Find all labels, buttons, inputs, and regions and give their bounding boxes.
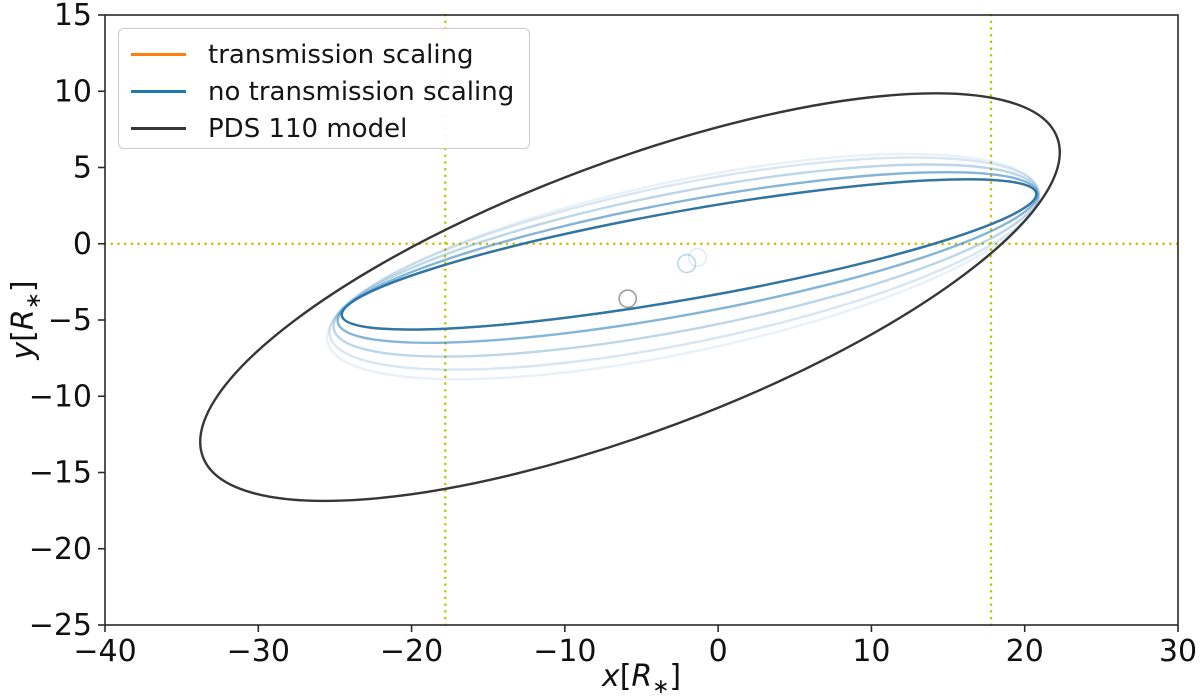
- axis-labels: x[R∗] y[R∗]: [6, 280, 681, 697]
- x-tick-label: 30: [1159, 634, 1197, 669]
- legend-entry-no-transmission-scaling: no transmission scaling: [119, 73, 529, 110]
- orbit-curves: [199, 92, 1061, 503]
- legend-line-blue-icon: [131, 90, 186, 93]
- x-tick-label: 0: [709, 634, 728, 669]
- orbit-ellipse-no-transmission-scaling: [325, 152, 1040, 381]
- legend-label: transmission scaling: [208, 39, 474, 70]
- y-tick-label: 10: [54, 74, 92, 109]
- legend-entry-transmission-scaling: transmission scaling: [119, 36, 529, 73]
- legend-label: PDS 110 model: [208, 113, 408, 144]
- legend-line-orange-icon: [131, 53, 186, 56]
- x-tick-label: −20: [380, 634, 443, 669]
- x-tick-label: −40: [73, 634, 136, 669]
- orbit-ellipse-no-transmission-scaling: [332, 163, 1040, 358]
- x-tick-label: −10: [533, 634, 596, 669]
- x-axis-label: x[R∗]: [601, 659, 681, 697]
- axis-ticks: −40 −30 −20 −10 0 10 20 30 −25 −20 −15 −10 −5 0 5 10 15: [29, 0, 1197, 669]
- legend: transmission scaling no transmission sca…: [118, 28, 530, 149]
- star-position-trail-faint: [687, 247, 708, 268]
- orbit-ellipse-PDS-110-model: [199, 92, 1061, 503]
- y-axis-label: y[R∗]: [6, 280, 45, 360]
- star-position-model: [618, 289, 638, 308]
- star-markers: [618, 247, 708, 308]
- y-tick-label: −25: [29, 608, 92, 643]
- legend-line-black-icon: [131, 127, 186, 130]
- x-tick-label: 20: [1006, 634, 1044, 669]
- x-tick-label: −30: [227, 634, 290, 669]
- y-tick-label: −15: [29, 456, 92, 491]
- y-tick-label: −5: [48, 303, 92, 338]
- y-tick-label: −20: [29, 532, 92, 567]
- y-tick-label: 15: [54, 0, 92, 33]
- y-tick-label: 5: [73, 151, 92, 186]
- orbit-ellipse-no-transmission-scaling: [340, 178, 1038, 331]
- legend-label: no transmission scaling: [208, 76, 515, 107]
- star-position-trail: [677, 253, 697, 274]
- legend-entry-pds-110-model: PDS 110 model: [119, 110, 529, 147]
- y-tick-label: 0: [73, 227, 92, 262]
- x-tick-label: 10: [852, 634, 890, 669]
- y-tick-label: −10: [29, 379, 92, 414]
- orbit-ellipse-no-transmission-scaling: [328, 156, 1041, 371]
